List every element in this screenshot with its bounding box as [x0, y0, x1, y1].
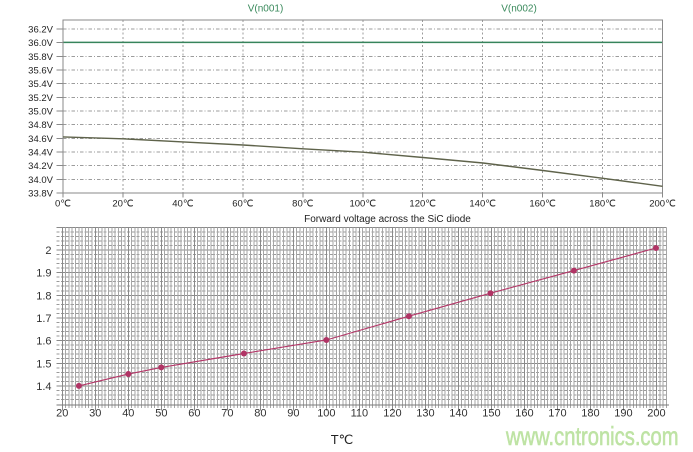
- svg-text:Forward voltage across the SiC: Forward voltage across the SiC diode: [304, 214, 471, 225]
- svg-text:1.9: 1.9: [36, 268, 51, 280]
- svg-text:120: 120: [383, 408, 401, 420]
- svg-text:V(n001): V(n001): [248, 4, 284, 15]
- svg-text:150: 150: [482, 408, 500, 420]
- svg-text:36.2V: 36.2V: [28, 25, 53, 36]
- svg-text:140: 140: [449, 408, 467, 420]
- svg-text:36.0V: 36.0V: [28, 38, 53, 49]
- svg-text:34.4V: 34.4V: [28, 148, 53, 159]
- svg-text:80: 80: [254, 408, 266, 420]
- svg-text:60℃: 60℃: [232, 199, 254, 210]
- svg-text:34.2V: 34.2V: [28, 161, 53, 172]
- svg-text:200℃: 200℃: [649, 199, 676, 210]
- svg-text:35.0V: 35.0V: [28, 107, 53, 118]
- svg-text:1.8: 1.8: [36, 290, 51, 302]
- svg-text:50: 50: [155, 408, 167, 420]
- svg-text:www.cntronics.com: www.cntronics.com: [505, 421, 678, 451]
- svg-text:35.8V: 35.8V: [28, 52, 53, 63]
- svg-text:35.2V: 35.2V: [28, 93, 53, 104]
- svg-text:70: 70: [221, 408, 233, 420]
- svg-text:190: 190: [614, 408, 632, 420]
- svg-text:1.6: 1.6: [36, 336, 51, 348]
- svg-text:30: 30: [89, 408, 101, 420]
- svg-text:160: 160: [515, 408, 533, 420]
- svg-text:130: 130: [416, 408, 434, 420]
- svg-text:200: 200: [647, 408, 665, 420]
- svg-text:1.4: 1.4: [36, 381, 51, 393]
- svg-text:1.7: 1.7: [36, 313, 51, 325]
- svg-text:34.6V: 34.6V: [28, 134, 53, 145]
- svg-text:110: 110: [351, 408, 369, 420]
- svg-text:34.8V: 34.8V: [28, 120, 53, 131]
- svg-text:100℃: 100℃: [349, 199, 376, 210]
- svg-text:180℃: 180℃: [589, 199, 616, 210]
- svg-text:180: 180: [581, 408, 599, 420]
- svg-text:35.4V: 35.4V: [28, 79, 53, 90]
- svg-text:T℃: T℃: [331, 432, 354, 447]
- svg-text:170: 170: [548, 408, 566, 420]
- svg-text:140℃: 140℃: [469, 199, 496, 210]
- svg-text:33.8V: 33.8V: [28, 189, 53, 200]
- svg-text:34.0V: 34.0V: [28, 175, 53, 186]
- svg-text:V(n002): V(n002): [501, 4, 537, 15]
- svg-text:1.5: 1.5: [36, 358, 51, 370]
- svg-text:20: 20: [56, 408, 68, 420]
- svg-text:60: 60: [188, 408, 200, 420]
- svg-text:40℃: 40℃: [172, 199, 194, 210]
- svg-text:120℃: 120℃: [409, 199, 436, 210]
- svg-text:2: 2: [45, 245, 51, 257]
- svg-text:20℃: 20℃: [112, 199, 134, 210]
- svg-text:80℃: 80℃: [292, 199, 314, 210]
- svg-text:40: 40: [122, 408, 134, 420]
- svg-text:160℃: 160℃: [529, 199, 556, 210]
- svg-text:90: 90: [287, 408, 299, 420]
- svg-text:100: 100: [317, 408, 335, 420]
- svg-text:35.6V: 35.6V: [28, 66, 53, 77]
- svg-text:0℃: 0℃: [55, 199, 71, 210]
